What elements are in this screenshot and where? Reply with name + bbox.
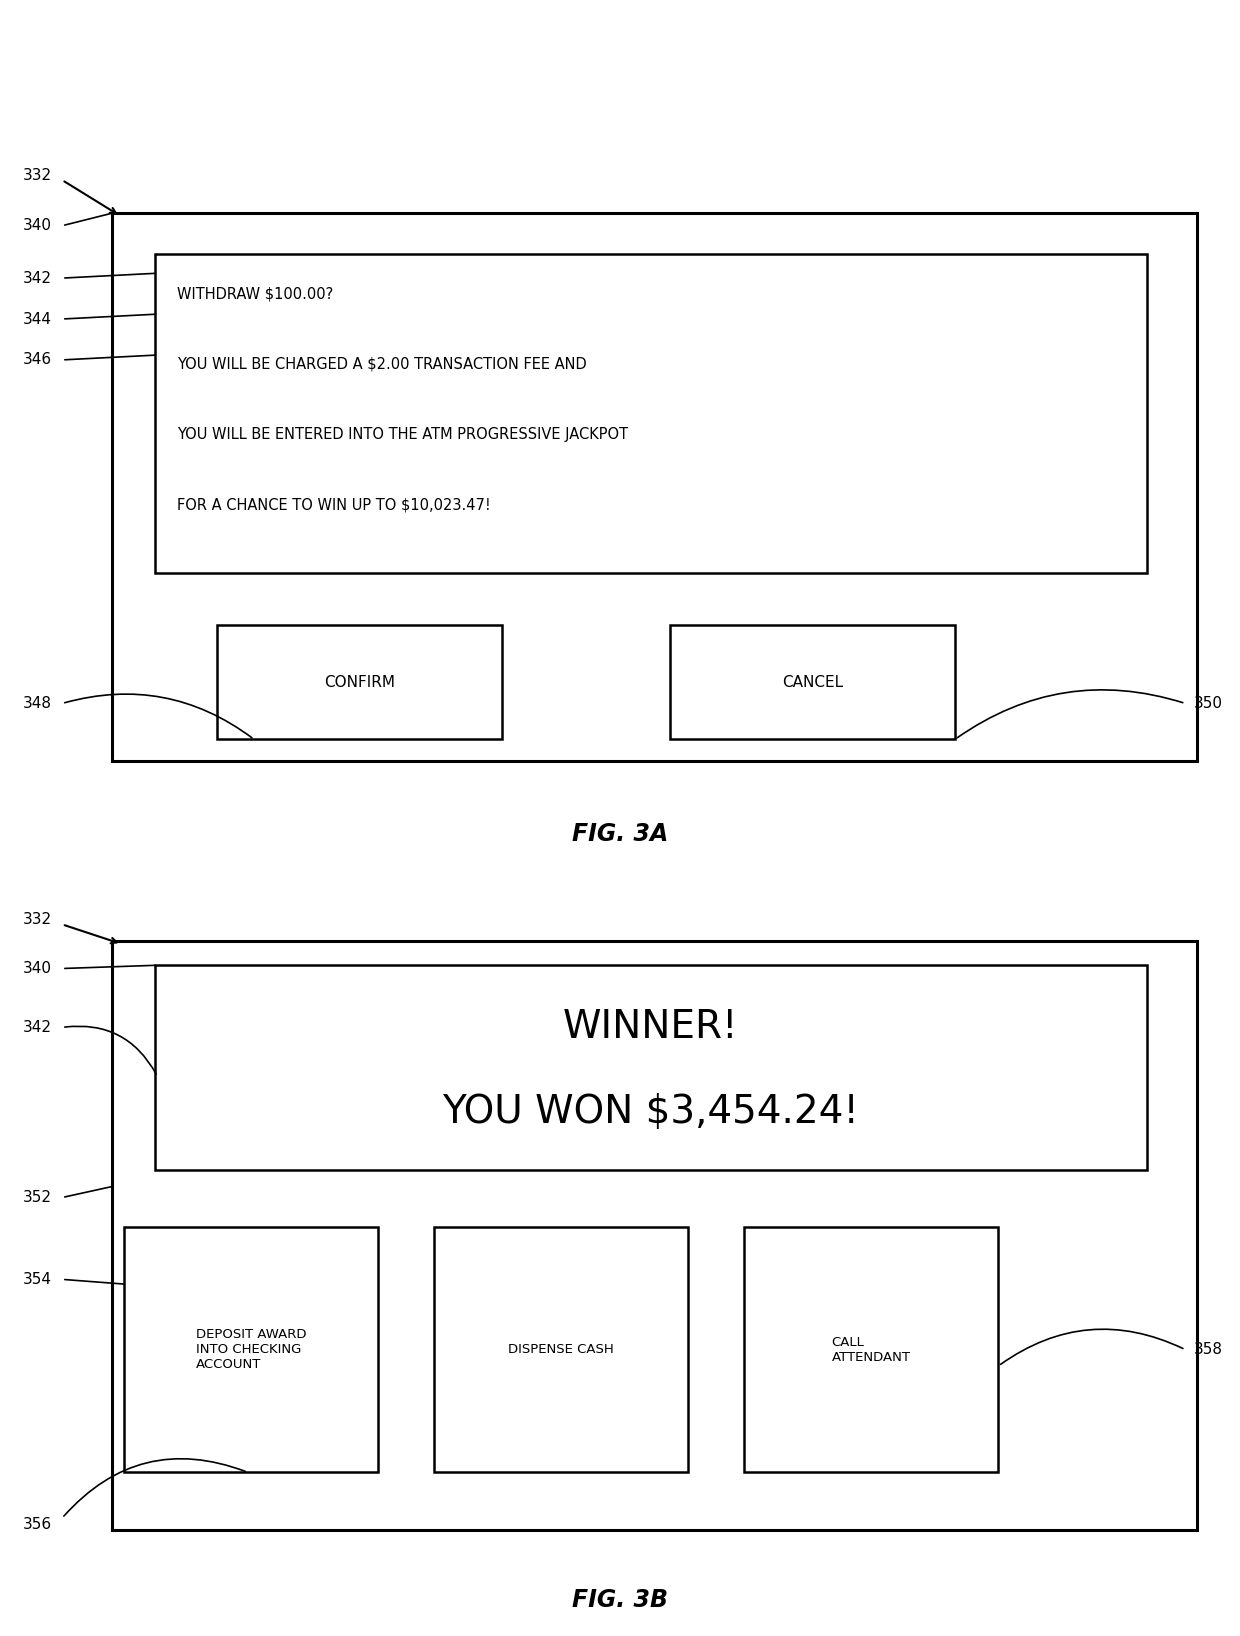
Bar [670,625,955,739]
Text: 350: 350 [1194,695,1223,712]
Text: 342: 342 [24,1019,52,1036]
Text: 352: 352 [24,1189,52,1206]
Text: FIG. 3A: FIG. 3A [572,823,668,846]
Bar [434,1227,688,1472]
Text: FOR A CHANCE TO WIN UP TO $10,023.47!: FOR A CHANCE TO WIN UP TO $10,023.47! [177,497,491,512]
Text: 332: 332 [24,167,52,183]
Text: WITHDRAW $100.00?: WITHDRAW $100.00? [177,286,334,301]
Text: 340: 340 [24,218,52,234]
Text: DEPOSIT AWARD
INTO CHECKING
ACCOUNT: DEPOSIT AWARD INTO CHECKING ACCOUNT [196,1328,306,1371]
Text: 340: 340 [24,960,52,977]
Bar [155,965,1147,1170]
Text: WINNER!: WINNER! [563,1008,739,1045]
Text: YOU WILL BE ENTERED INTO THE ATM PROGRESSIVE JACKPOT: YOU WILL BE ENTERED INTO THE ATM PROGRES… [177,427,629,442]
Bar [744,1227,998,1472]
Bar [112,941,1197,1530]
Bar [155,254,1147,573]
Bar [217,625,502,739]
Text: 358: 358 [1194,1342,1223,1358]
Text: CANCEL: CANCEL [781,674,843,690]
Text: YOU WILL BE CHARGED A $2.00 TRANSACTION FEE AND: YOU WILL BE CHARGED A $2.00 TRANSACTION … [177,357,587,371]
Text: DISPENSE CASH: DISPENSE CASH [508,1343,614,1356]
Bar [124,1227,378,1472]
Bar [112,213,1197,761]
Text: CONFIRM: CONFIRM [324,674,396,690]
Text: 344: 344 [24,311,52,327]
Text: 332: 332 [24,911,52,928]
Text: FIG. 3B: FIG. 3B [572,1589,668,1611]
Text: 342: 342 [24,270,52,286]
Text: 356: 356 [24,1517,52,1533]
Text: 346: 346 [24,352,52,368]
Text: YOU WON $3,454.24!: YOU WON $3,454.24! [443,1093,859,1132]
Text: 354: 354 [24,1271,52,1288]
Text: CALL
ATTENDANT: CALL ATTENDANT [832,1335,910,1364]
Text: 348: 348 [24,695,52,712]
